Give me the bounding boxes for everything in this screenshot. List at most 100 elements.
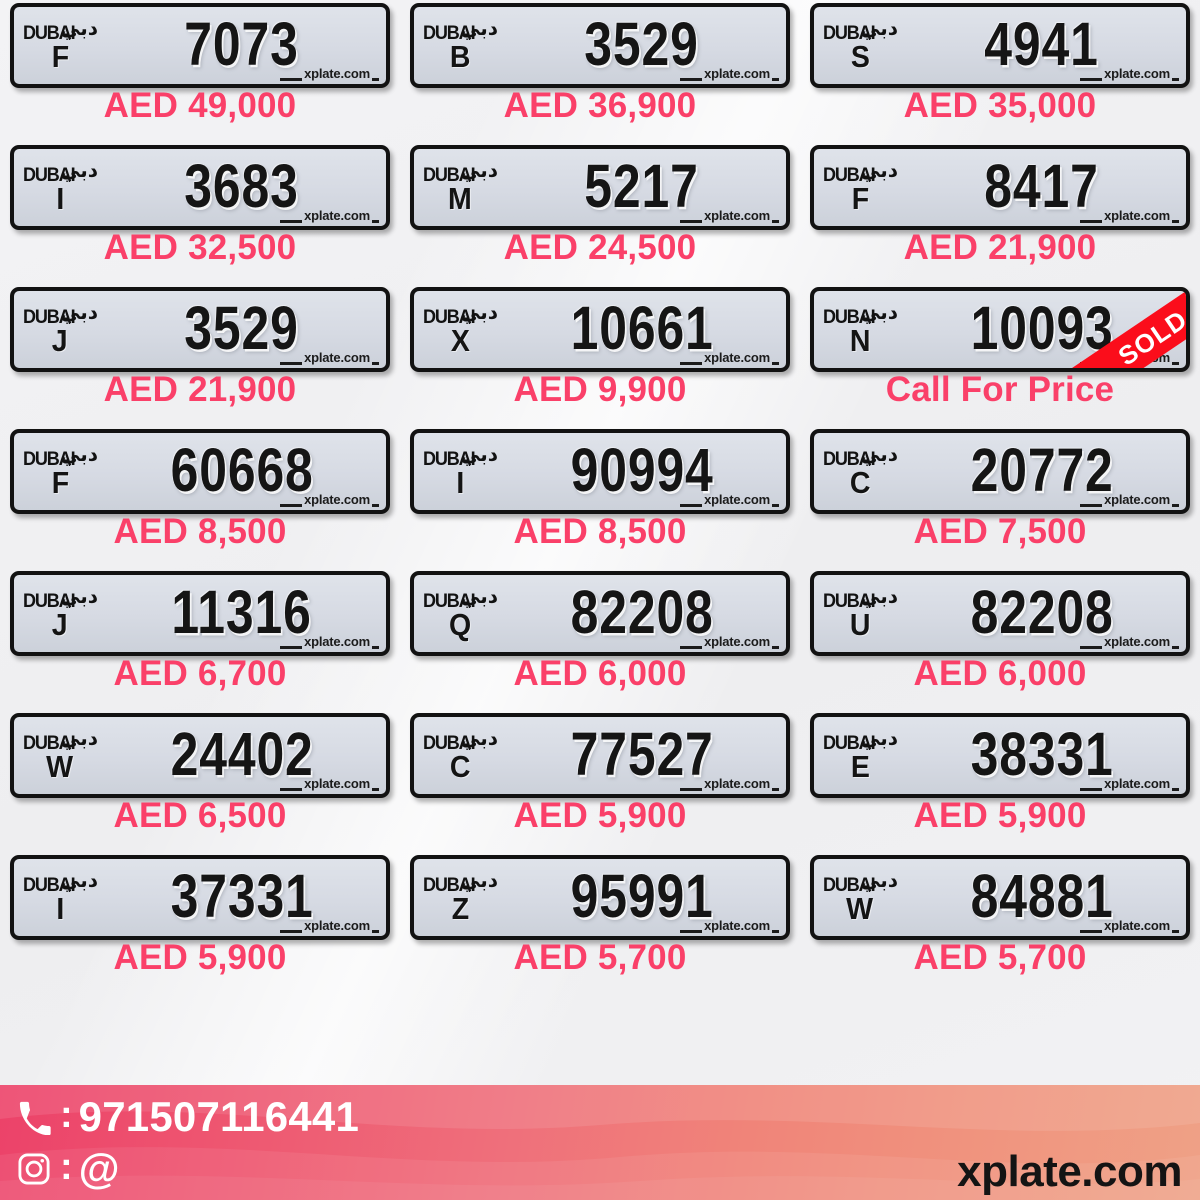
instagram-icon: [14, 1149, 54, 1189]
watermark-rule-left: [280, 930, 303, 933]
license-plate[interactable]: DUBAI دبي F 8417 xplate.com: [810, 145, 1190, 230]
plate-listing-card[interactable]: DUBAI دبي F 8417 xplate.com AED 21,900: [800, 142, 1200, 284]
instagram-contact-row[interactable]: : @: [14, 1143, 359, 1195]
watermark-rule-right: [372, 788, 379, 791]
plate-listing-card[interactable]: DUBAI دبي I 90994 xplate.com AED 8,500: [400, 426, 800, 568]
plate-code-letter: C: [449, 749, 471, 785]
license-plate[interactable]: DUBAI دبي W 24402 xplate.com: [10, 713, 390, 798]
dubai-latin-text: DUBAI: [823, 875, 876, 897]
watermark-rule-left: [680, 78, 703, 81]
plate-listing-card[interactable]: DUBAIدبيN10093xplate.comSOLDCall For Pri…: [800, 284, 1200, 426]
watermark-rule-right: [772, 504, 779, 507]
license-plate[interactable]: DUBAI دبي B 3529 xplate.com: [410, 3, 790, 88]
dubai-arabic-text: دبي: [859, 300, 898, 325]
dubai-emblem: DUBAI دبي: [23, 160, 98, 185]
license-plate[interactable]: DUBAI دبي F 7073 xplate.com: [10, 3, 390, 88]
watermark-rule-right: [1172, 362, 1179, 365]
license-plate[interactable]: DUBAIدبيN10093xplate.comSOLD: [810, 287, 1190, 372]
plate-inner: DUBAI دبي I 3683: [14, 149, 386, 226]
plate-listing-card[interactable]: DUBAI دبي F 60668 xplate.com AED 8,500: [0, 426, 400, 568]
plate-code-letter: J: [52, 607, 68, 643]
instagram-handle[interactable]: @: [78, 1145, 120, 1192]
plate-listing-card[interactable]: DUBAI دبي E 38331 xplate.com AED 5,900: [800, 710, 1200, 852]
license-plate[interactable]: DUBAI دبي C 20772 xplate.com: [810, 429, 1190, 514]
plate-number: 90994: [570, 435, 714, 505]
plate-price: AED 21,900: [103, 370, 297, 409]
watermark-text: xplate.com: [704, 634, 770, 649]
plate-listing-card[interactable]: DUBAI دبي W 84881 xplate.com AED 5,700: [800, 852, 1200, 994]
phone-number[interactable]: 971507116441: [78, 1093, 360, 1140]
plate-price: AED 9,900: [513, 370, 687, 409]
plate-inner: DUBAI دبي W 24402: [14, 717, 386, 794]
dubai-latin-text: DUBAI: [423, 165, 476, 187]
license-plate[interactable]: DUBAI دبي F 60668 xplate.com: [10, 429, 390, 514]
plate-code-letter: C: [849, 465, 871, 501]
license-plate[interactable]: DUBAI دبي I 3683 xplate.com: [10, 145, 390, 230]
license-plate[interactable]: DUBAI دبي I 90994 xplate.com: [410, 429, 790, 514]
plate-number: 82208: [970, 577, 1114, 647]
plate-listing-card[interactable]: DUBAI دبي J 11316 xplate.com AED 6,700: [0, 568, 400, 710]
plate-inner: DUBAI دبي X 10661: [414, 291, 786, 368]
watermark-rule-right: [372, 930, 379, 933]
plate-number: 3683: [184, 151, 300, 221]
watermark-rule-right: [772, 362, 779, 365]
watermark-rule-right: [372, 646, 379, 649]
plate-number-area: 5217: [506, 149, 786, 226]
plate-inner: DUBAI دبي C 77527: [414, 717, 786, 794]
plate-emirate-block: DUBAI دبي E: [814, 717, 906, 794]
plate-number: 20772: [970, 435, 1114, 505]
plate-emirate-block: DUBAI دبي I: [14, 859, 106, 936]
dubai-latin-text: DUBAI: [823, 23, 876, 45]
license-plate[interactable]: DUBAI دبي Q 82208 xplate.com: [410, 571, 790, 656]
license-plate[interactable]: DUBAI دبي U 82208 xplate.com: [810, 571, 1190, 656]
plate-number-area: 7073: [106, 7, 386, 84]
license-plate[interactable]: DUBAI دبي Z 95991 xplate.com: [410, 855, 790, 940]
plate-listing-card[interactable]: DUBAI دبي U 82208 xplate.com AED 6,000: [800, 568, 1200, 710]
license-plate[interactable]: DUBAI دبي J 3529 xplate.com: [10, 287, 390, 372]
license-plate[interactable]: DUBAI دبي E 38331 xplate.com: [810, 713, 1190, 798]
plate-listing-card[interactable]: DUBAI دبي J 3529 xplate.com AED 21,900: [0, 284, 400, 426]
plate-number: 4941: [984, 9, 1100, 79]
dubai-latin-text: DUBAI: [23, 875, 76, 897]
plate-listing-card[interactable]: DUBAI دبي B 3529 xplate.com AED 36,900: [400, 0, 800, 142]
plate-listing-card[interactable]: DUBAI دبي M 5217 xplate.com AED 24,500: [400, 142, 800, 284]
plate-number: 24402: [170, 719, 314, 789]
plate-listing-card[interactable]: DUBAI دبي Z 95991 xplate.com AED 5,700: [400, 852, 800, 994]
phone-contact-row[interactable]: : 971507116441: [14, 1091, 359, 1143]
watermark-rule-right: [1172, 930, 1179, 933]
license-plate[interactable]: DUBAI دبي J 11316 xplate.com: [10, 571, 390, 656]
watermark-text: xplate.com: [1104, 66, 1170, 81]
dubai-latin-text: DUBAI: [23, 733, 76, 755]
plate-listing-card[interactable]: DUBAI دبي W 24402 xplate.com AED 6,500: [0, 710, 400, 852]
plate-listing-card[interactable]: DUBAI دبي I 37331 xplate.com AED 5,900: [0, 852, 400, 994]
license-plate[interactable]: DUBAI دبي M 5217 xplate.com: [410, 145, 790, 230]
footer-brand-logo[interactable]: xplate.com: [957, 1147, 1182, 1196]
watermark-rule-left: [680, 504, 703, 507]
watermark-text: xplate.com: [704, 776, 770, 791]
plate-listing-card[interactable]: DUBAI دبي F 7073 xplate.com AED 49,000: [0, 0, 400, 142]
license-plate[interactable]: DUBAI دبي C 77527 xplate.com: [410, 713, 790, 798]
watermark-rule-right: [772, 646, 779, 649]
license-plate[interactable]: DUBAI دبي W 84881 xplate.com: [810, 855, 1190, 940]
plate-watermark: xplate.com: [280, 635, 379, 650]
dubai-arabic-text: دبي: [859, 16, 898, 41]
license-plate[interactable]: DUBAI دبي S 4941 xplate.com: [810, 3, 1190, 88]
license-plate[interactable]: DUBAI دبي I 37331 xplate.com: [10, 855, 390, 940]
watermark-rule-right: [772, 78, 779, 81]
license-plate[interactable]: DUBAI دبي X 10661 xplate.com: [410, 287, 790, 372]
plate-code-letter: U: [849, 607, 871, 643]
watermark-text: xplate.com: [304, 66, 370, 81]
watermark-text: xplate.com: [704, 66, 770, 81]
plate-listing-card[interactable]: DUBAI دبي S 4941 xplate.com AED 35,000: [800, 0, 1200, 142]
plate-listing-card[interactable]: DUBAI دبي X 10661 xplate.com AED 9,900: [400, 284, 800, 426]
plate-listing-card[interactable]: DUBAI دبي I 3683 xplate.com AED 32,500: [0, 142, 400, 284]
plate-listing-card[interactable]: DUBAI دبي Q 82208 xplate.com AED 6,000: [400, 568, 800, 710]
dubai-emblem: DUBAI دبي: [823, 300, 898, 327]
plate-watermark: xplate.com: [1080, 777, 1179, 792]
dubai-latin-text: DUBAI: [23, 449, 76, 471]
contact-footer: : 971507116441 : @ xplate.com: [0, 1085, 1200, 1200]
plate-number-area: 3683: [106, 149, 386, 226]
plate-listing-card[interactable]: DUBAI دبي C 77527 xplate.com AED 5,900: [400, 710, 800, 852]
plate-listing-card[interactable]: DUBAI دبي C 20772 xplate.com AED 7,500: [800, 426, 1200, 568]
watermark-text: xplate.com: [304, 350, 370, 365]
